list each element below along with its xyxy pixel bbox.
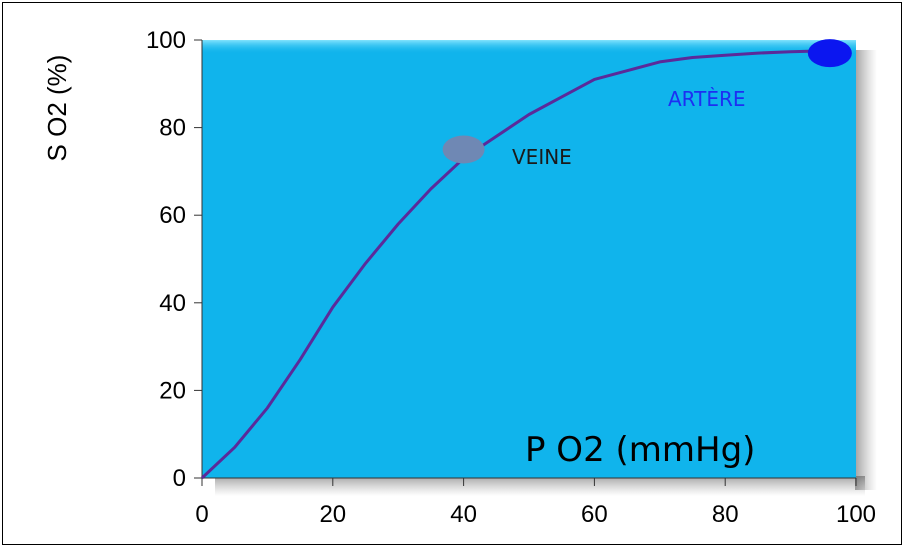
artere-marker: [807, 39, 852, 68]
y-tick-label: 40: [159, 290, 186, 317]
y-ticks: 0 20 40 60 80 100: [146, 27, 202, 492]
y-tick-label: 100: [146, 27, 186, 54]
plot-shadow-bottom: [215, 476, 865, 496]
veine-label: VEINE: [512, 145, 572, 169]
y-tick-label: 60: [159, 202, 186, 229]
veine-marker: [442, 135, 485, 164]
plot-shadow-right: [855, 50, 877, 490]
x-tick-label: 80: [712, 501, 739, 528]
x-tick-label: 20: [319, 501, 346, 528]
x-ticks: 0 20 40 60 80 100: [195, 478, 876, 528]
x-tick-label: 60: [581, 501, 608, 528]
x-tick-label: 100: [836, 501, 876, 528]
y-tick-label: 0: [173, 465, 186, 492]
artere-label: ARTÈRE: [668, 87, 746, 111]
y-axis-label: S O2 (%): [42, 55, 72, 162]
y-tick-label: 20: [159, 377, 186, 404]
plot-top-glow: [202, 40, 856, 54]
x-tick-label: 40: [450, 501, 477, 528]
plot-area: [202, 40, 856, 478]
x-tick-label: 0: [195, 501, 208, 528]
x-axis-label: P O2 (mmHg): [525, 430, 755, 470]
series-line: [200, 49, 844, 480]
y-tick-label: 80: [159, 115, 186, 142]
